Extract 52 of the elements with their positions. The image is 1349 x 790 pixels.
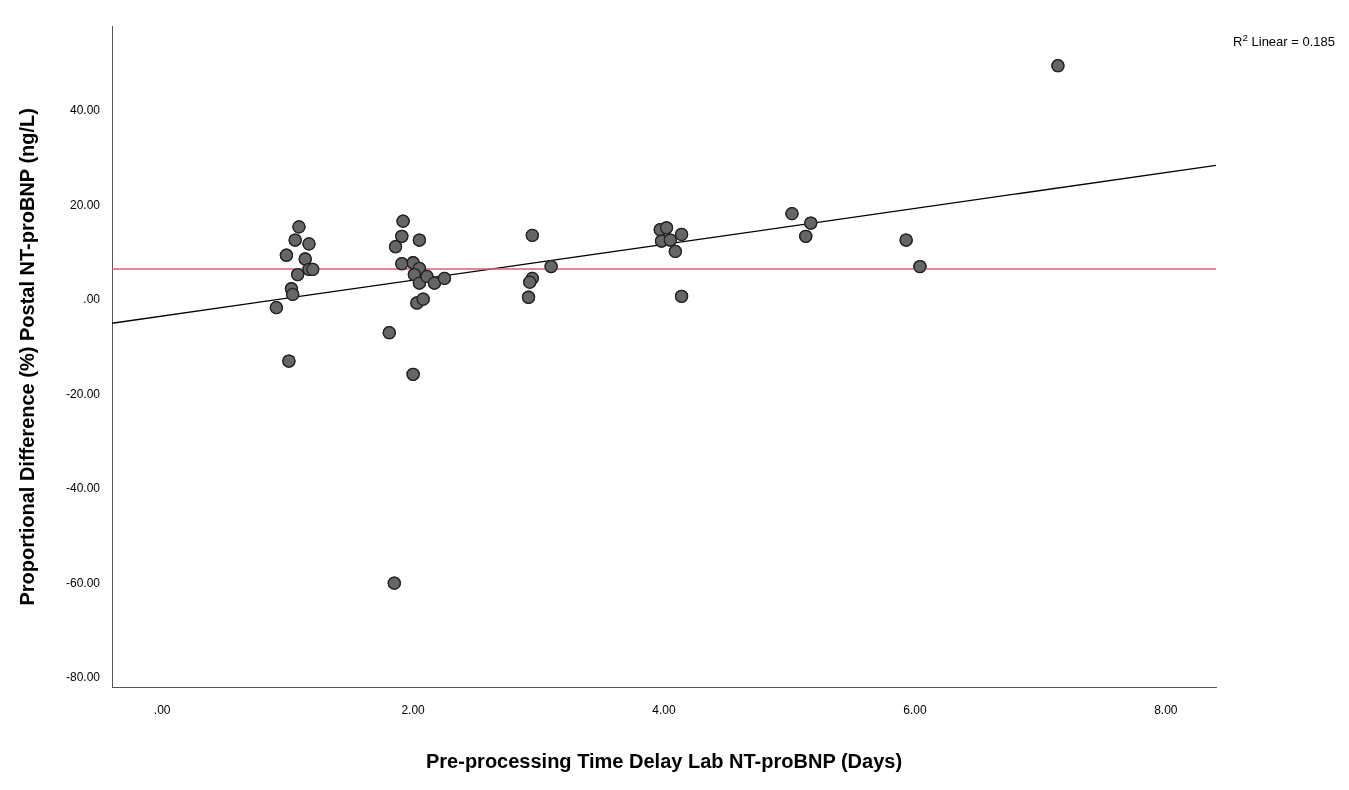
y-tick-label: -60.00 xyxy=(65,575,101,590)
point xyxy=(282,354,296,368)
point xyxy=(668,244,682,259)
point xyxy=(298,252,312,266)
point xyxy=(544,259,558,274)
point xyxy=(288,233,302,247)
point xyxy=(395,257,409,271)
point xyxy=(674,289,689,303)
point xyxy=(306,262,320,277)
point xyxy=(427,276,442,290)
point xyxy=(291,267,305,282)
point xyxy=(521,290,536,304)
point xyxy=(412,276,427,290)
y-tick-label: -20.00 xyxy=(65,386,101,401)
point xyxy=(395,229,409,243)
point xyxy=(523,275,537,289)
point xyxy=(525,228,539,242)
point xyxy=(396,214,410,228)
point xyxy=(804,216,818,230)
x-tick-label: 2.00 xyxy=(401,703,426,718)
point xyxy=(412,233,427,247)
point xyxy=(913,259,927,274)
point xyxy=(292,220,306,234)
point xyxy=(286,287,300,302)
x-axis-title: Pre-processing Time Delay Lab NT-proBNP (Days) xyxy=(425,749,903,772)
point xyxy=(420,269,434,284)
point xyxy=(382,326,396,340)
y-tick-label: 20.00 xyxy=(69,197,101,212)
point xyxy=(437,271,452,285)
point xyxy=(659,221,674,235)
x-tick-label: .00 xyxy=(153,703,171,718)
point xyxy=(387,576,401,590)
point xyxy=(785,206,799,221)
y-tick-label: 40.00 xyxy=(69,103,101,118)
y-tick-label: -80.00 xyxy=(65,670,101,685)
point xyxy=(899,233,913,247)
point xyxy=(279,248,294,262)
point xyxy=(406,367,420,381)
point xyxy=(302,237,316,251)
point xyxy=(269,301,284,315)
point xyxy=(799,229,813,243)
y-axis-title: Proportional Difference (%) Postal NT-proBNP (ng/L) xyxy=(15,108,38,606)
point xyxy=(674,227,689,242)
point xyxy=(663,233,677,247)
y-tick-label: .00 xyxy=(83,292,101,307)
x-tick-label: 4.00 xyxy=(652,703,677,718)
y-tick-label: -40.00 xyxy=(65,481,101,496)
point xyxy=(416,292,430,306)
x-tick-label: 6.00 xyxy=(903,703,927,718)
point xyxy=(1051,59,1065,73)
x-tick-label: 8.00 xyxy=(1154,703,1178,718)
point xyxy=(388,240,403,254)
